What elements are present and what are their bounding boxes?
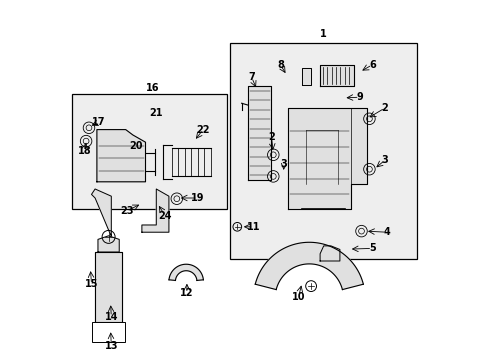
Text: 6: 6 xyxy=(368,60,375,70)
Text: 13: 13 xyxy=(104,341,118,351)
Text: 20: 20 xyxy=(129,141,143,151)
Text: 10: 10 xyxy=(291,292,305,302)
Text: 4: 4 xyxy=(383,227,389,237)
Text: 2: 2 xyxy=(267,132,274,142)
Polygon shape xyxy=(169,264,203,280)
Bar xyxy=(92,322,125,342)
Polygon shape xyxy=(98,236,119,252)
Text: 9: 9 xyxy=(356,92,362,102)
Text: 11: 11 xyxy=(246,222,260,232)
Polygon shape xyxy=(287,108,366,209)
Polygon shape xyxy=(95,252,122,322)
Text: 19: 19 xyxy=(190,193,204,203)
Polygon shape xyxy=(91,189,111,236)
Text: 7: 7 xyxy=(248,72,255,82)
Text: 8: 8 xyxy=(277,60,284,70)
Polygon shape xyxy=(142,189,168,232)
Text: 16: 16 xyxy=(145,83,159,93)
Text: 15: 15 xyxy=(84,279,98,289)
Polygon shape xyxy=(247,86,271,180)
Text: 22: 22 xyxy=(196,125,209,135)
Bar xyxy=(72,94,226,209)
Text: 3: 3 xyxy=(381,155,387,165)
Polygon shape xyxy=(320,246,339,261)
Bar xyxy=(230,43,416,259)
Text: 24: 24 xyxy=(158,211,172,221)
Polygon shape xyxy=(97,130,145,182)
Text: 14: 14 xyxy=(104,312,118,322)
Text: 18: 18 xyxy=(77,146,91,156)
Text: 12: 12 xyxy=(180,288,193,298)
Text: 21: 21 xyxy=(149,108,163,118)
Text: 17: 17 xyxy=(92,117,105,127)
Text: 3: 3 xyxy=(280,159,287,169)
Text: 5: 5 xyxy=(368,243,375,253)
Polygon shape xyxy=(302,68,310,85)
Polygon shape xyxy=(255,242,363,289)
Polygon shape xyxy=(320,65,354,86)
Text: 2: 2 xyxy=(381,103,387,113)
Text: 1: 1 xyxy=(320,29,326,39)
Text: 23: 23 xyxy=(121,206,134,216)
